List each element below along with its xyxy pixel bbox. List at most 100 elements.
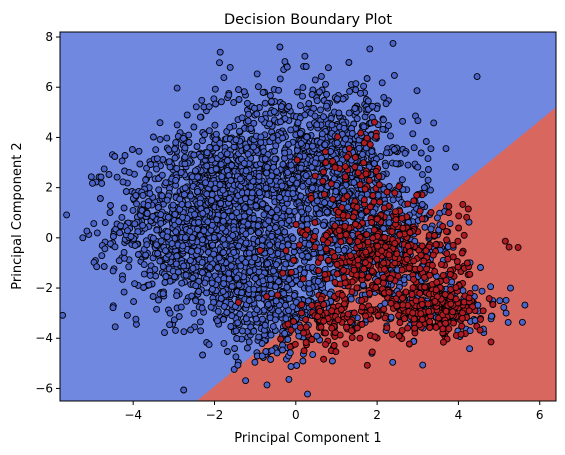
scatter-point: [236, 299, 242, 305]
scatter-point: [394, 251, 400, 257]
scatter-point: [472, 285, 478, 291]
scatter-point: [315, 314, 321, 320]
scatter-point: [243, 240, 249, 246]
scatter-point: [335, 134, 341, 140]
scatter-point: [209, 192, 215, 198]
scatter-point: [316, 89, 322, 95]
scatter-point: [456, 225, 462, 231]
scatter-point: [480, 308, 486, 314]
scatter-point: [363, 249, 369, 255]
scatter-point: [173, 261, 179, 267]
scatter-point: [245, 118, 251, 124]
scatter-point: [393, 209, 399, 215]
scatter-point: [173, 327, 179, 333]
scatter-point: [392, 190, 398, 196]
scatter-point: [353, 221, 359, 227]
scatter-point: [309, 92, 315, 98]
scatter-point: [212, 186, 218, 192]
scatter-point: [388, 276, 394, 282]
scatter-point: [160, 264, 166, 270]
scatter-point: [221, 340, 227, 346]
scatter-point: [277, 76, 283, 82]
scatter-point: [228, 178, 234, 184]
scatter-point: [259, 316, 265, 322]
scatter-point: [522, 302, 528, 308]
scatter-point: [226, 270, 232, 276]
scatter-point: [348, 296, 354, 302]
scatter-point: [193, 104, 199, 110]
scatter-point: [218, 99, 224, 105]
scatter-point: [359, 298, 365, 304]
scatter-point: [292, 208, 298, 214]
y-tick-label: 2: [45, 181, 53, 195]
scatter-point: [141, 262, 147, 268]
scatter-point: [243, 231, 249, 237]
scatter-point: [233, 137, 239, 143]
scatter-point: [444, 251, 450, 257]
scatter-point: [226, 276, 232, 282]
scatter-point: [341, 125, 347, 131]
scatter-point: [288, 162, 294, 168]
scatter-point: [174, 85, 180, 91]
scatter-point: [256, 230, 262, 236]
scatter-point: [264, 294, 270, 300]
scatter-point: [123, 189, 129, 195]
scatter-point: [285, 242, 291, 248]
scatter-point: [330, 158, 336, 164]
scatter-point: [309, 302, 315, 308]
scatter-point: [478, 316, 484, 322]
scatter-point: [434, 279, 440, 285]
scatter-point: [294, 363, 300, 369]
scatter-point: [358, 90, 364, 96]
scatter-point: [386, 252, 392, 258]
scatter-point: [243, 168, 249, 174]
scatter-point: [256, 295, 262, 301]
scatter-point: [351, 310, 357, 316]
scatter-point: [288, 127, 294, 133]
scatter-point: [329, 122, 335, 128]
scatter-point: [347, 88, 353, 94]
scatter-point: [431, 120, 437, 126]
scatter-point: [392, 240, 398, 246]
scatter-point: [155, 205, 161, 211]
scatter-point: [121, 205, 127, 211]
scatter-point: [341, 301, 347, 307]
scatter-point: [414, 192, 420, 198]
scatter-point: [455, 264, 461, 270]
scatter-point: [351, 214, 357, 220]
scatter-point: [230, 233, 236, 239]
scatter-point: [144, 210, 150, 216]
scatter-point: [373, 168, 379, 174]
scatter-point: [226, 196, 232, 202]
scatter-point: [167, 310, 173, 316]
x-tick-label: −2: [206, 408, 224, 422]
scatter-point: [319, 131, 325, 137]
scatter-point: [388, 300, 394, 306]
scatter-point: [453, 164, 459, 170]
scatter-point: [309, 337, 315, 343]
scatter-point: [351, 267, 357, 273]
scatter-point: [166, 159, 172, 165]
scatter-point: [399, 215, 405, 221]
scatter-point: [166, 147, 172, 153]
scatter-point: [379, 248, 385, 254]
scatter-point: [272, 317, 278, 323]
scatter-point: [381, 117, 387, 123]
scatter-point: [420, 362, 426, 368]
scatter-point: [428, 209, 434, 215]
scatter-point: [265, 206, 271, 212]
scatter-point: [301, 330, 307, 336]
scatter-point: [407, 230, 413, 236]
scatter-point: [276, 279, 282, 285]
scatter-point: [112, 154, 118, 160]
scatter-point: [236, 243, 242, 249]
scatter-point: [189, 248, 195, 254]
scatter-point: [346, 60, 352, 66]
scatter-point: [98, 174, 104, 180]
scatter-point: [102, 220, 108, 226]
scatter-point: [419, 301, 425, 307]
scatter-point: [380, 274, 386, 280]
scatter-point: [179, 280, 185, 286]
scatter-point: [349, 335, 355, 341]
scatter-point: [404, 256, 410, 262]
